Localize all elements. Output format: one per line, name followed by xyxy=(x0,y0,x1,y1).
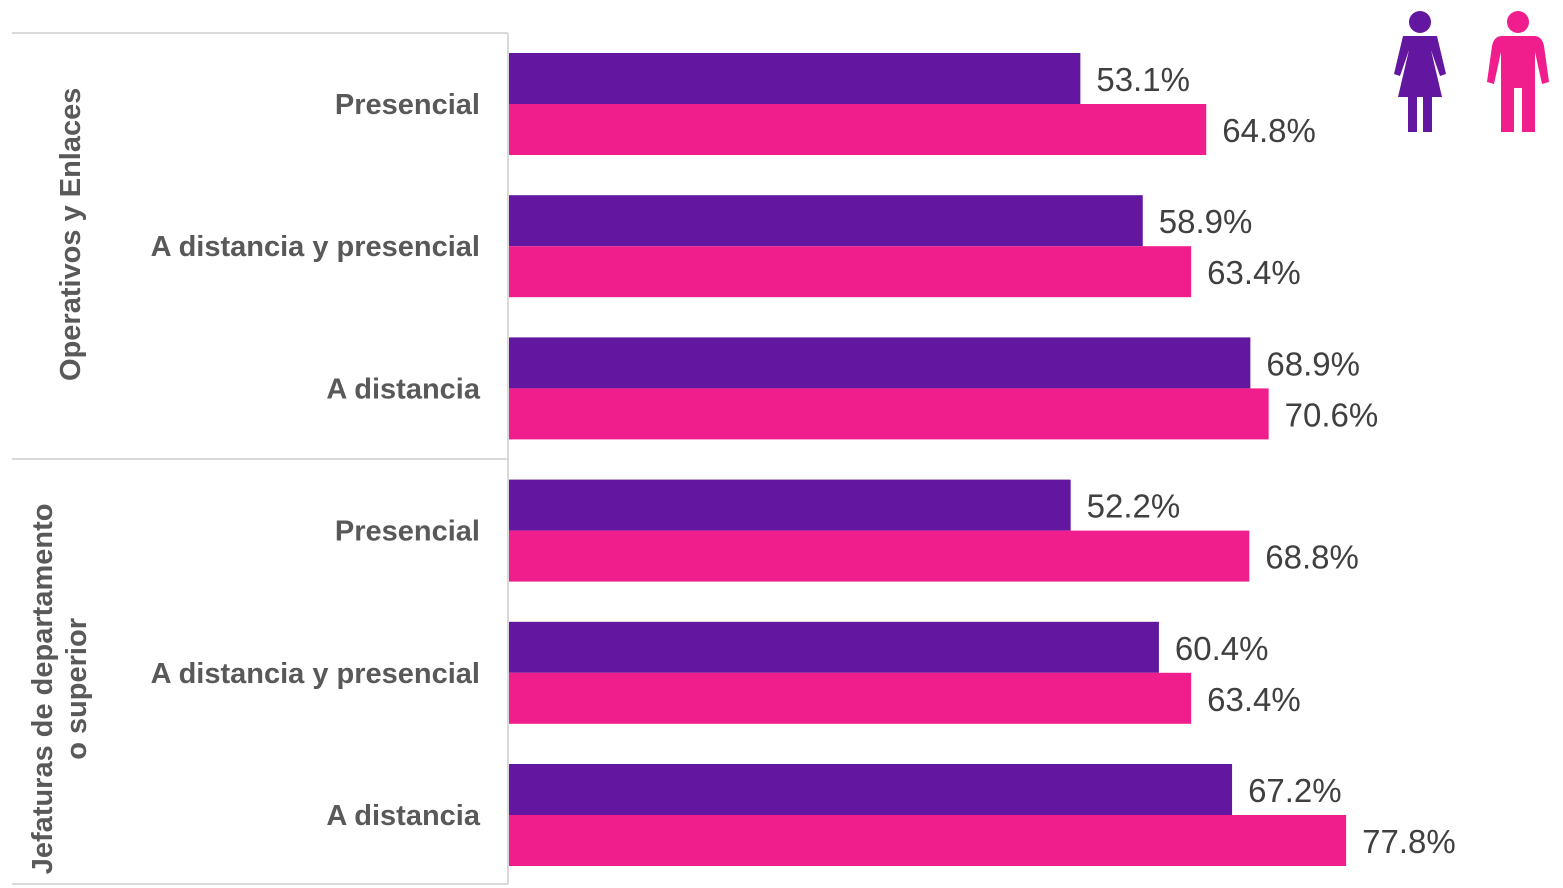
category-label: Presencial xyxy=(335,516,480,548)
bar-series-2 xyxy=(509,530,1250,582)
group-label: Jefaturas de departamentoo superior xyxy=(27,504,93,875)
data-label: 52.2% xyxy=(1087,488,1181,525)
data-label: 67.2% xyxy=(1248,772,1342,809)
data-label: 64.8% xyxy=(1222,112,1316,149)
bar-series-2 xyxy=(509,104,1207,155)
data-label: 70.6% xyxy=(1285,396,1379,433)
group-label-line: Operativos y Enlaces xyxy=(55,88,87,381)
data-label: 68.8% xyxy=(1265,539,1359,576)
data-label: 58.9% xyxy=(1159,203,1253,240)
group-label-line: Jefaturas de departamento xyxy=(27,504,59,875)
category-label: Presencial xyxy=(335,89,480,121)
data-label: 53.1% xyxy=(1096,61,1190,98)
bars xyxy=(509,53,1347,866)
bar-series-2 xyxy=(509,672,1192,724)
bar-series-2 xyxy=(509,815,1347,866)
category-label: A distancia xyxy=(326,373,481,405)
bar-series-1 xyxy=(509,764,1233,815)
legend-icons xyxy=(1394,11,1549,132)
data-label: 68.9% xyxy=(1266,345,1360,382)
bar-series-1 xyxy=(509,621,1159,673)
bar-series-2 xyxy=(509,388,1269,440)
data-label: 63.4% xyxy=(1207,681,1301,718)
bar-series-1 xyxy=(509,337,1251,389)
value-labels: 53.1% 64.8% 58.9% 63.4% 68.9% 70.6% 52.2% 68.8%… xyxy=(1087,61,1456,860)
bar-series-1 xyxy=(509,53,1081,104)
category-label: A distancia y presencial xyxy=(151,658,480,690)
data-label: 77.8% xyxy=(1362,823,1456,860)
female-person-icon xyxy=(1394,11,1446,132)
category-label: A distancia y presencial xyxy=(151,231,480,263)
group-labels: Operativos y Enlaces Jefaturas de departa… xyxy=(27,88,93,875)
group-label: Operativos y Enlaces xyxy=(55,88,87,381)
male-person-icon xyxy=(1487,11,1549,132)
data-label: 60.4% xyxy=(1175,630,1269,667)
bar-series-1 xyxy=(509,479,1071,531)
bar-series-2 xyxy=(509,246,1192,298)
category-frame xyxy=(12,32,509,885)
data-label: 63.4% xyxy=(1207,254,1301,291)
category-labels: Presencial A distancia y presencial A dist… xyxy=(151,89,481,832)
category-label: A distancia xyxy=(326,800,481,832)
bar-series-1 xyxy=(509,195,1143,247)
group-label-line: o superior xyxy=(61,618,93,760)
